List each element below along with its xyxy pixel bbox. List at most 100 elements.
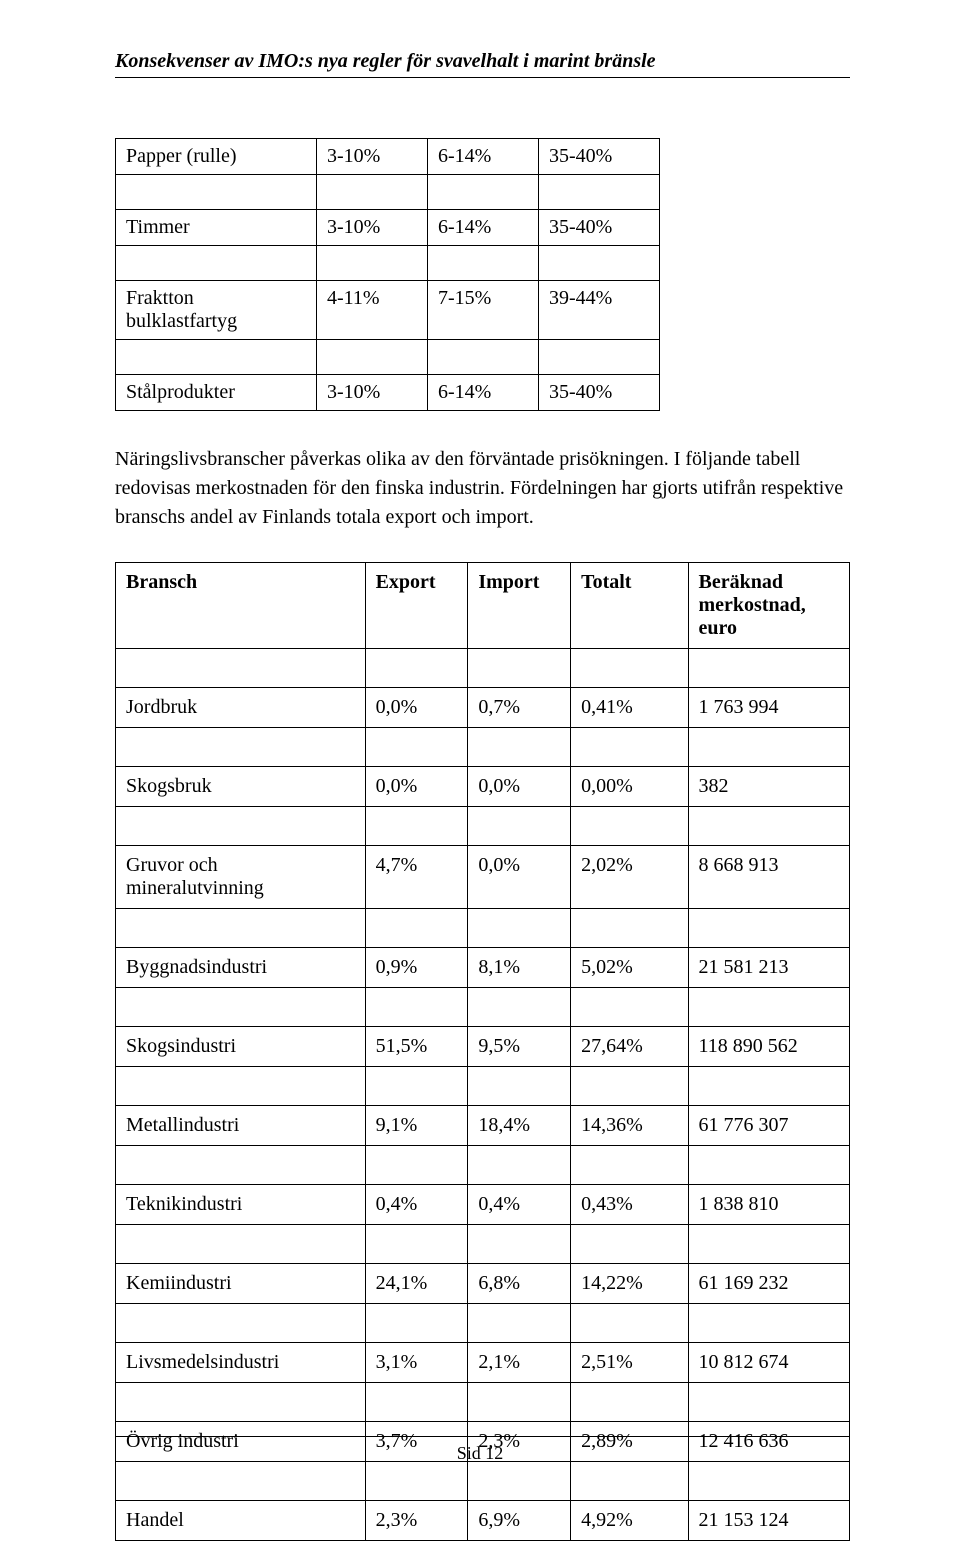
footer-rule [115,1436,850,1437]
blank-row [116,1383,850,1422]
blank-cell [365,1304,468,1343]
blank-cell [365,728,468,767]
blank-cell [468,807,571,846]
cell-c2: 0,4% [365,1185,468,1225]
cell-c4: 0,41% [571,688,688,728]
table-row: Kemiindustri24,1%6,8%14,22%61 169 232 [116,1264,850,1304]
table-row: Skogsindustri51,5%9,5%27,64%118 890 562 [116,1027,850,1067]
blank-cell [468,1383,571,1422]
cell-c: 39-44% [539,281,660,340]
cell-c4: 14,36% [571,1106,688,1146]
col-merkostnad: Beräknad merkostnad, euro [688,563,850,649]
blank-row [116,988,850,1027]
header-rule [115,77,850,78]
page-header-title: Konsekvenser av IMO:s nya regler för sva… [115,50,850,73]
col-bransch: Bransch [116,563,366,649]
cell-c3: 9,5% [468,1027,571,1067]
cell-c1: Livsmedelsindustri [116,1343,366,1383]
blank-cell [688,1146,850,1185]
blank-row [116,1462,850,1501]
col-import: Import [468,563,571,649]
blank-cell [571,1146,688,1185]
cell-c5: 21 153 124 [688,1501,850,1541]
table-industry: Bransch Export Import Totalt Beräknad me… [115,562,850,1541]
cell-c3: 6,9% [468,1501,571,1541]
table-row: Stålprodukter3-10%6-14%35-40% [116,375,660,411]
cell-c1: Skogsbruk [116,767,366,807]
cell-c3: 0,0% [468,846,571,909]
blank-cell [468,1146,571,1185]
cell-c5: 1 763 994 [688,688,850,728]
cell-c2: 2,3% [365,1501,468,1541]
cell-c5: 1 838 810 [688,1185,850,1225]
cell-b: 7-15% [428,281,539,340]
page-footer: Sid 12 [0,1436,960,1464]
cell-label: Fraktton bulklastfartyg [116,281,317,340]
cell-c5: 61 776 307 [688,1106,850,1146]
cell-c2: 3,1% [365,1343,468,1383]
cell-c2: 9,1% [365,1106,468,1146]
cell-c1: Gruvor och mineralutvinning [116,846,366,909]
blank-cell [468,988,571,1027]
blank-row [116,246,660,281]
cell-c2: 0,0% [365,767,468,807]
blank-cell [428,246,539,281]
blank-cell [365,988,468,1027]
blank-cell [116,246,317,281]
table-row: Timmer3-10%6-14%35-40% [116,210,660,246]
blank-cell [688,1225,850,1264]
blank-row [116,807,850,846]
blank-cell [571,1067,688,1106]
cell-c5: 10 812 674 [688,1343,850,1383]
cell-c: 35-40% [539,210,660,246]
blank-cell [116,909,366,948]
blank-cell [688,988,850,1027]
cell-c3: 0,0% [468,767,571,807]
blank-cell [571,1304,688,1343]
blank-cell [688,1067,850,1106]
cell-c2: 24,1% [365,1264,468,1304]
blank-cell [688,807,850,846]
cell-c4: 0,00% [571,767,688,807]
blank-cell [688,728,850,767]
cell-label: Stålprodukter [116,375,317,411]
blank-row [116,909,850,948]
table-row: Byggnadsindustri0,9%8,1%5,02%21 581 213 [116,948,850,988]
blank-cell [365,1462,468,1501]
cell-c2: 4,7% [365,846,468,909]
blank-cell [317,175,428,210]
blank-row [116,649,850,688]
cell-c2: 0,0% [365,688,468,728]
table-row: Papper (rulle)3-10%6-14%35-40% [116,139,660,175]
paragraph-intro: Näringslivsbranscher påverkas olika av d… [115,445,850,532]
cell-c1: Teknikindustri [116,1185,366,1225]
blank-cell [688,1462,850,1501]
blank-cell [539,246,660,281]
cell-c1: Handel [116,1501,366,1541]
blank-cell [468,728,571,767]
cell-c5: 8 668 913 [688,846,850,909]
blank-cell [365,909,468,948]
cell-c4: 2,51% [571,1343,688,1383]
blank-cell [116,340,317,375]
blank-cell [571,1383,688,1422]
table-row: Jordbruk0,0%0,7%0,41%1 763 994 [116,688,850,728]
cell-c1: Skogsindustri [116,1027,366,1067]
blank-cell [116,1225,366,1264]
cell-c5: 61 169 232 [688,1264,850,1304]
table-header-row: Bransch Export Import Totalt Beräknad me… [116,563,850,649]
blank-cell [116,988,366,1027]
blank-cell [468,909,571,948]
col-export: Export [365,563,468,649]
blank-cell [571,728,688,767]
blank-cell [571,988,688,1027]
blank-cell [539,175,660,210]
cell-c3: 0,7% [468,688,571,728]
cell-c5: 118 890 562 [688,1027,850,1067]
blank-row [116,1304,850,1343]
blank-cell [688,1304,850,1343]
blank-cell [116,1304,366,1343]
cell-a: 3-10% [317,139,428,175]
blank-cell [688,909,850,948]
blank-cell [428,340,539,375]
